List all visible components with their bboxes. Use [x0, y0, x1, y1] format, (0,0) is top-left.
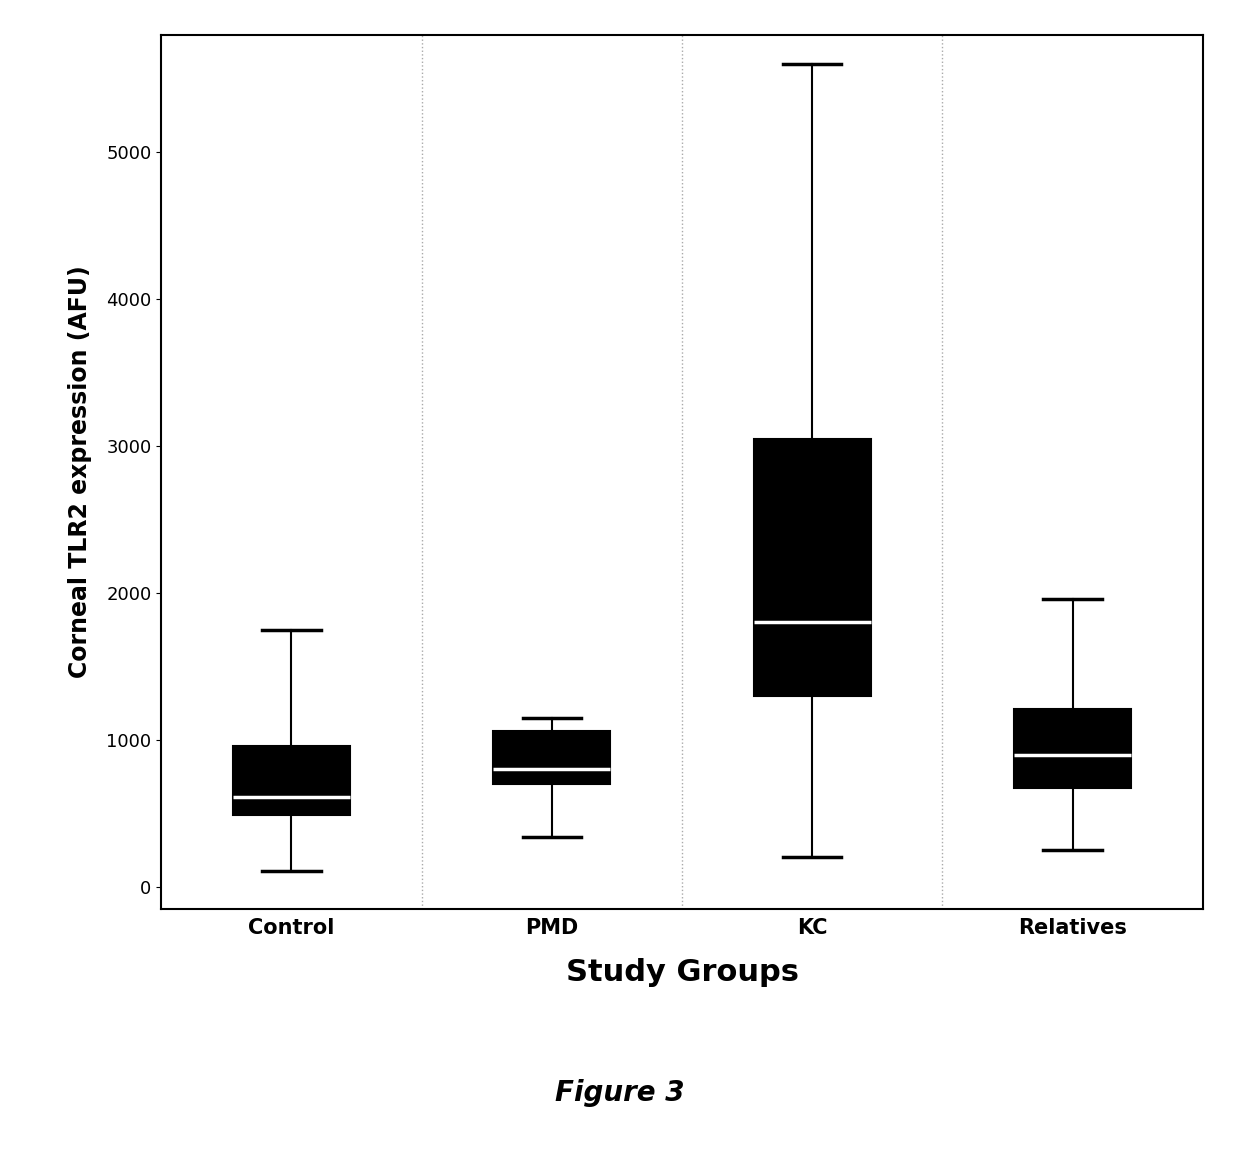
PathPatch shape: [233, 746, 350, 814]
PathPatch shape: [754, 439, 870, 696]
Text: Figure 3: Figure 3: [556, 1079, 684, 1107]
X-axis label: Study Groups: Study Groups: [565, 958, 799, 987]
PathPatch shape: [494, 730, 610, 784]
Y-axis label: Corneal TLR2 expression (AFU): Corneal TLR2 expression (AFU): [68, 266, 92, 678]
PathPatch shape: [1014, 709, 1131, 789]
